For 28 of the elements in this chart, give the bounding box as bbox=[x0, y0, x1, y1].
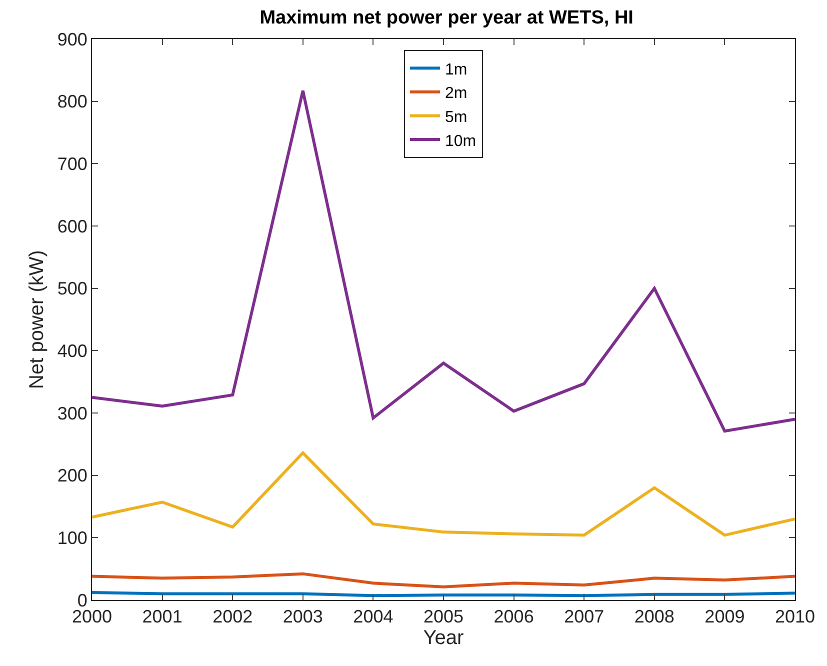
legend-label: 5m bbox=[445, 108, 468, 126]
y-tick-label: 200 bbox=[57, 466, 88, 486]
line-series bbox=[92, 572, 795, 588]
x-tick-label: 2008 bbox=[634, 606, 674, 627]
y-tick-label: 100 bbox=[57, 528, 88, 548]
x-tick-label: 2010 bbox=[774, 606, 816, 627]
legend-label: 1m bbox=[445, 61, 468, 78]
y-tick-label: 300 bbox=[57, 403, 88, 424]
x-tick-label: 2005 bbox=[423, 606, 464, 627]
legend-label: 2m bbox=[445, 85, 468, 102]
y-tick-label: 800 bbox=[57, 92, 88, 112]
legend-label: 10m bbox=[445, 132, 476, 150]
line-series bbox=[92, 451, 795, 537]
x-tick-label: 2004 bbox=[353, 606, 394, 627]
y-tick-label: 700 bbox=[57, 154, 88, 174]
y-tick-label: 500 bbox=[57, 278, 88, 299]
x-tick-label: 2001 bbox=[142, 606, 182, 627]
chart-title: Maximum net power per year at WETS, HI bbox=[260, 7, 634, 28]
y-tick-label: 600 bbox=[57, 216, 88, 236]
y-tick-label: 400 bbox=[57, 340, 88, 361]
x-tick-label: 2009 bbox=[704, 606, 745, 627]
x-tick-label: 2002 bbox=[212, 606, 253, 627]
x-tick-label: 2006 bbox=[494, 606, 534, 627]
x-axis-title: Year bbox=[423, 627, 464, 650]
y-axis-title: Net power (kW) bbox=[26, 250, 48, 389]
x-tick-label: 2007 bbox=[564, 606, 604, 627]
y-tick-label: 900 bbox=[57, 29, 88, 50]
x-tick-label: 2003 bbox=[282, 606, 323, 627]
